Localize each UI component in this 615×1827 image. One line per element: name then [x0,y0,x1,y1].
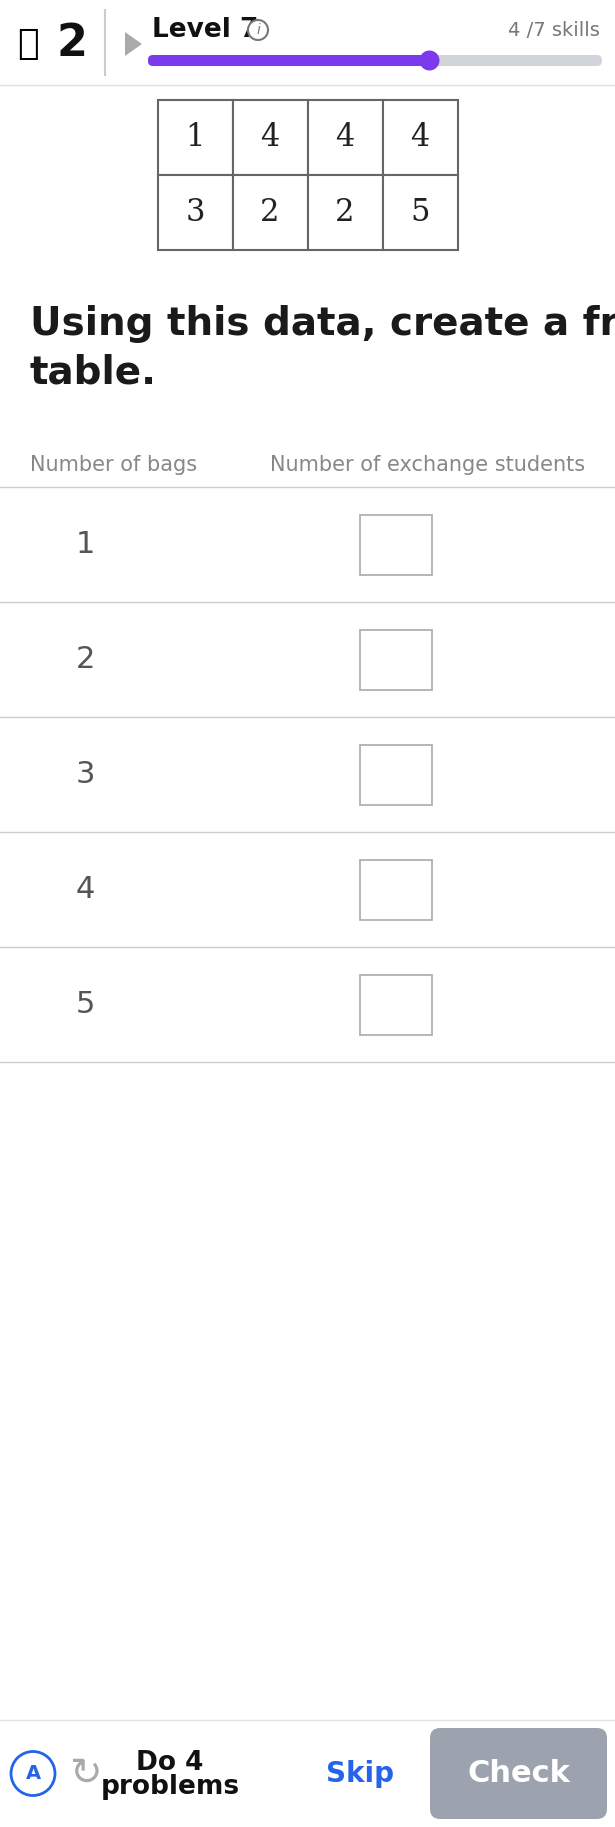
Text: 🔥: 🔥 [17,27,39,60]
Text: 2: 2 [75,645,95,674]
Text: 2: 2 [260,197,280,228]
Bar [360,515,432,574]
Text: 1: 1 [75,530,95,559]
Text: Number of exchange students: Number of exchange students [270,455,585,475]
Text: Using this data, create a frequency: Using this data, create a frequency [30,305,615,343]
Text: 4: 4 [335,122,355,153]
Bar [0,1719,615,1827]
Text: 4: 4 [410,122,430,153]
Bar [360,974,432,1034]
Text: 5: 5 [410,197,430,228]
Text: i: i [256,24,260,37]
Text: 4 /7 skills: 4 /7 skills [508,20,600,40]
Bar [360,630,432,689]
Circle shape [419,51,440,71]
Text: table.: table. [30,353,157,391]
Bar [157,175,232,250]
Text: Check: Check [467,1759,570,1789]
Text: A: A [25,1765,41,1783]
Bar [232,175,308,250]
Bar [360,744,432,804]
Text: 4: 4 [260,122,280,153]
Text: 5: 5 [75,990,95,1019]
Text: Level 7: Level 7 [152,16,258,44]
Circle shape [248,20,268,40]
Polygon shape [125,33,142,57]
Bar [360,859,432,919]
Text: 2: 2 [57,22,87,66]
FancyBboxPatch shape [430,1728,607,1820]
Bar [232,100,308,175]
Bar [308,100,383,175]
Text: 3: 3 [75,760,95,789]
Text: 2: 2 [335,197,355,228]
Bar [383,100,458,175]
FancyBboxPatch shape [148,55,602,66]
Text: 1: 1 [185,122,205,153]
Bar [383,175,458,250]
Bar [308,175,383,250]
Text: problems: problems [100,1774,240,1800]
Circle shape [11,1752,55,1796]
Text: Number of bags: Number of bags [30,455,197,475]
FancyBboxPatch shape [148,55,429,66]
Text: 3: 3 [185,197,205,228]
Text: ↻: ↻ [69,1754,101,1792]
Bar [157,100,232,175]
Text: Do 4: Do 4 [137,1750,204,1776]
Text: Skip: Skip [326,1759,394,1787]
Text: 4: 4 [75,875,95,904]
